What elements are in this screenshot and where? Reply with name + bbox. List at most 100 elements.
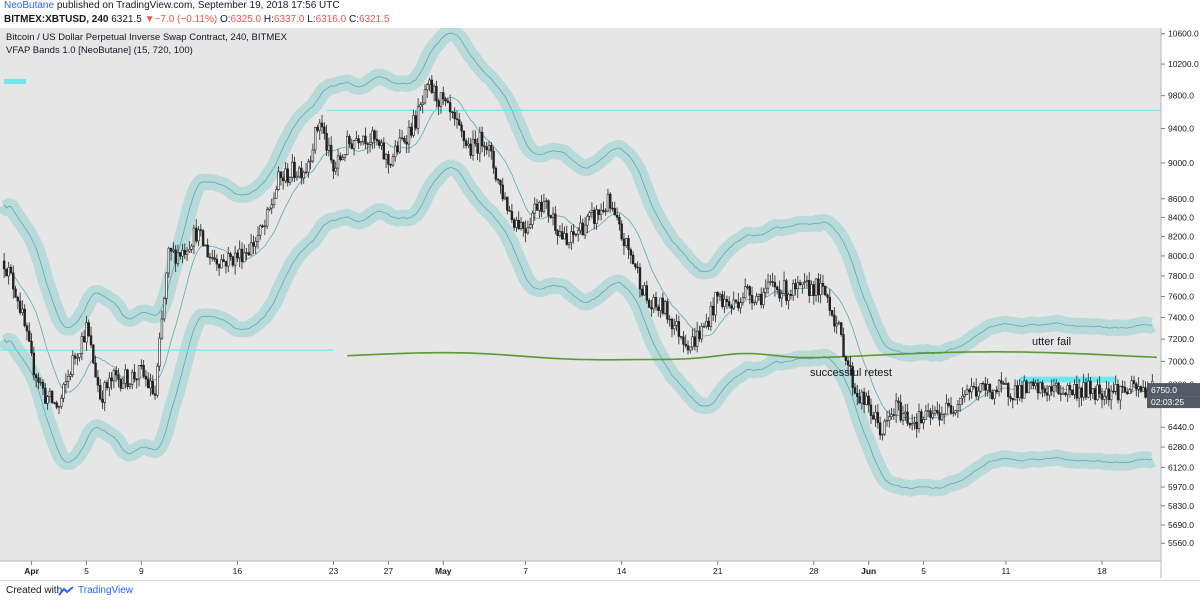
- candle-body: [741, 297, 745, 303]
- candle-body: [245, 252, 248, 254]
- candle-body: [965, 389, 969, 395]
- candle-body: [878, 422, 882, 436]
- candle-body: [153, 393, 157, 396]
- published-text: published on TradingView.com, September …: [56, 0, 340, 11]
- candle-body: [691, 336, 694, 348]
- candle-body: [528, 224, 532, 229]
- candle-body: [920, 411, 923, 424]
- vfap-band-lower-line: [3, 167, 1153, 490]
- candle-body: [625, 238, 628, 246]
- candle-body: [172, 249, 175, 252]
- time-tick-label: 27: [384, 566, 394, 576]
- candle-body: [721, 294, 724, 307]
- candle-body: [48, 390, 52, 397]
- price-tick-label: 9800.0: [1168, 91, 1194, 101]
- chart-title: Bitcoin / US Dollar Perpetual Inverse Sw…: [6, 32, 288, 43]
- candle-body: [362, 135, 365, 142]
- candle-body: [167, 247, 170, 274]
- indicator-label[interactable]: VFAP Bands 1.0 [NeoButane] (15, 720, 100…: [6, 45, 193, 56]
- time-axis[interactable]: Apr 5 9 16 23 27 May 7 14 21 28 Jun 5 11 18: [24, 561, 1107, 576]
- price-axis[interactable]: 10600.0 10200.0 9800.0 9400.0 9000.0 8600.0 84…: [1161, 29, 1199, 549]
- candle-body: [416, 106, 420, 129]
- candle-body: [769, 281, 772, 283]
- candle-body: [275, 189, 278, 199]
- candle-body: [41, 381, 45, 389]
- tradingview-logo-icon: [58, 586, 74, 596]
- candle-body: [883, 420, 886, 435]
- candle-body: [419, 104, 422, 108]
- candle-body: [579, 222, 582, 232]
- candle-body: [739, 302, 742, 309]
- candle-body: [485, 146, 488, 151]
- candle-body: [997, 380, 1001, 393]
- candle-body: [677, 321, 681, 337]
- last-price: 6321.5: [111, 14, 142, 25]
- candle-body: [9, 267, 13, 274]
- candle-body: [460, 124, 463, 132]
- candle-body: [510, 210, 514, 220]
- candle-body: [391, 156, 395, 166]
- candle-body: [707, 321, 710, 327]
- candle-body: [940, 414, 944, 421]
- price-tick-label: 8200.0: [1168, 231, 1194, 241]
- candle-body: [494, 167, 498, 180]
- candle-body: [50, 390, 54, 403]
- candle-body: [96, 376, 100, 386]
- low-value: 6316.0: [315, 14, 347, 25]
- candle-body: [16, 297, 20, 302]
- candle-body: [176, 252, 180, 264]
- candle-body: [348, 136, 351, 145]
- candle-body: [179, 252, 182, 257]
- candle-body: [620, 223, 623, 240]
- green-curve-line[interactable]: [347, 350, 1157, 361]
- candle-body: [1130, 380, 1133, 391]
- candle-body: [1048, 386, 1051, 396]
- candle-body: [131, 371, 134, 385]
- tradingview-link[interactable]: TradingView: [78, 585, 134, 596]
- candle-body: [1034, 382, 1037, 387]
- candle-body: [798, 282, 802, 285]
- time-tick-label: Apr: [24, 566, 39, 576]
- candle-body: [318, 122, 321, 131]
- candle-body: [535, 203, 539, 211]
- candle-body: [1052, 385, 1056, 392]
- candle-body: [73, 355, 77, 359]
- candle-body: [1116, 384, 1120, 401]
- candle-body: [1002, 382, 1005, 385]
- candle-body: [428, 79, 431, 86]
- chart-container[interactable]: 10600.0 10200.0 9800.0 9400.0 9000.0 8600.0 84…: [0, 25, 1200, 578]
- candle-body: [1039, 382, 1042, 394]
- price-tick-label: 6120.0: [1168, 462, 1194, 472]
- candle-body: [371, 130, 374, 143]
- author-link[interactable]: NeoButane: [4, 0, 55, 11]
- candle-body: [405, 141, 408, 145]
- candle-body: [981, 383, 985, 385]
- candle-body: [238, 248, 241, 258]
- green-curve[interactable]: [347, 350, 1157, 361]
- candle-body: [638, 267, 642, 290]
- candle-body: [661, 297, 665, 314]
- symbol-label[interactable]: BITMEX:XBTUSD, 240: [4, 14, 109, 25]
- candle-body: [149, 380, 152, 389]
- candle-body: [567, 242, 571, 245]
- candle-body: [821, 283, 825, 287]
- candle-body: [869, 404, 873, 416]
- candle-body: [586, 215, 589, 226]
- candle-body: [517, 219, 520, 230]
- candle-body: [974, 386, 978, 397]
- candle-body: [714, 292, 717, 316]
- candle-body: [842, 334, 845, 358]
- close-value: 6321.5: [358, 14, 390, 25]
- candle-body: [300, 167, 303, 179]
- candle-body: [455, 118, 459, 121]
- candle-body: [945, 402, 948, 415]
- time-tick-label: 14: [617, 566, 627, 576]
- candle-body: [1125, 391, 1129, 394]
- candle-body: [1016, 385, 1019, 398]
- candle-body: [492, 150, 495, 169]
- candle-body: [780, 293, 783, 299]
- candle-body: [1057, 382, 1060, 394]
- price-chart[interactable]: 10600.0 10200.0 9800.0 9400.0 9000.0 8600.0 84…: [0, 25, 1200, 578]
- time-tick-label: 18: [1097, 566, 1107, 576]
- candle-body: [627, 238, 630, 250]
